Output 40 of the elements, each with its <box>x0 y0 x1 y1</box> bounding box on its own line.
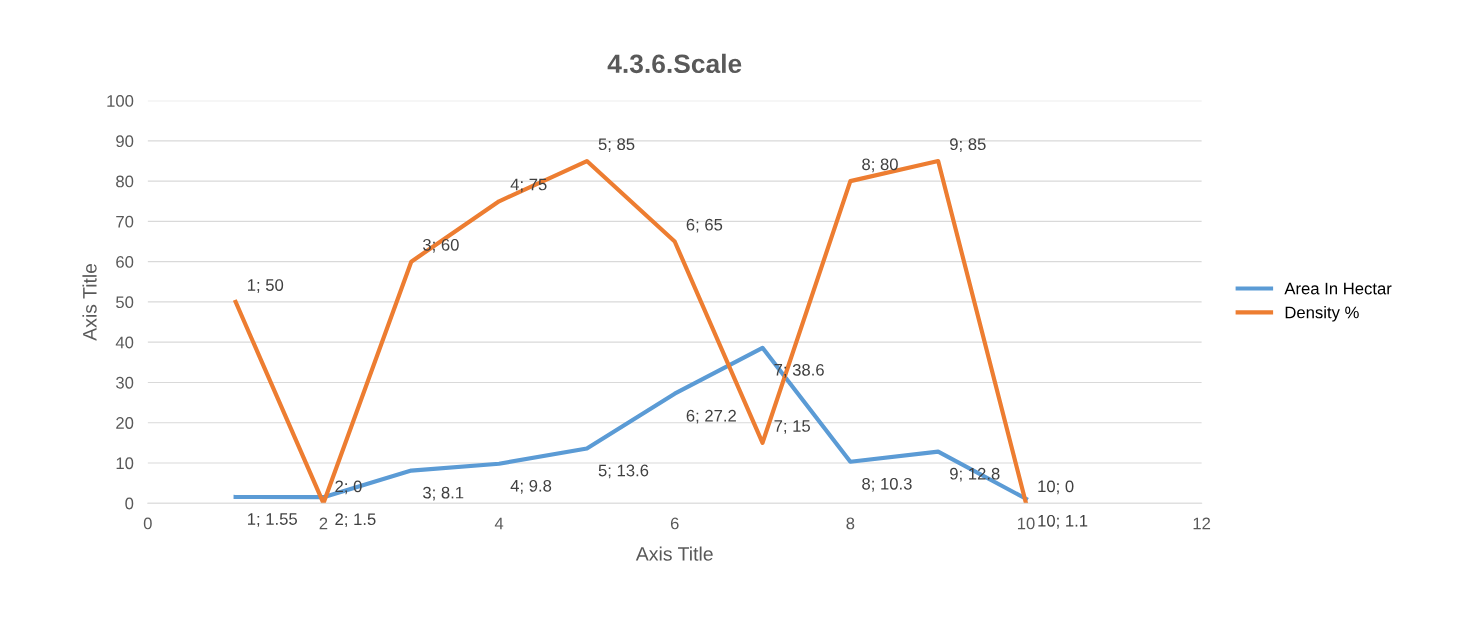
y-tick-label: 70 <box>116 215 134 228</box>
line-series <box>233 158 1029 504</box>
x-tick-label: 10 <box>1017 517 1035 530</box>
line-series <box>233 345 1029 501</box>
x-tick-label: 8 <box>846 517 855 530</box>
y-tick-label: 100 <box>107 95 134 107</box>
data-label: 9; 85 <box>950 138 986 153</box>
data-label: 3; 8.1 <box>423 486 464 501</box>
y-tick-label: 0 <box>125 497 134 510</box>
legend-label: Area In Hectar <box>1284 282 1392 295</box>
x-tick-label: 12 <box>1193 517 1211 530</box>
legend-label: Density % <box>1285 306 1359 322</box>
data-label: 6; 27.2 <box>686 409 736 424</box>
data-label: 7; 15 <box>774 420 811 434</box>
data-label: 6; 65 <box>686 218 723 233</box>
y-tick-label: 80 <box>116 175 134 188</box>
x-axis-title: Axis Title <box>635 546 713 561</box>
x-tick-label: 0 <box>143 517 152 530</box>
x-tick-label: 6 <box>670 517 679 530</box>
data-label: 2; 1.5 <box>335 513 376 528</box>
data-label: 4; 9.8 <box>510 479 552 494</box>
data-label: 5; 85 <box>598 138 635 153</box>
data-label: 1; 50 <box>248 279 284 293</box>
y-axis-title: Axis Title <box>82 263 97 341</box>
x-tick-label: 4 <box>494 517 504 530</box>
y-tick-label: 60 <box>116 256 134 268</box>
y-tick-label: 30 <box>116 376 134 389</box>
y-tick-label: 90 <box>116 135 134 148</box>
data-label: 8; 80 <box>862 158 898 173</box>
data-label: 8; 10.3 <box>862 477 912 492</box>
y-tick-label: 20 <box>116 417 134 429</box>
y-tick-label: 10 <box>116 457 134 470</box>
data-label: 10; 1.1 <box>1038 514 1088 529</box>
x-tick-label: 2 <box>319 517 328 530</box>
data-label: 5; 13.6 <box>598 464 649 479</box>
chart-title: 4.3.6.Scale <box>607 53 742 74</box>
y-tick-label: 50 <box>116 296 134 309</box>
data-label: 1; 1.55 <box>248 513 297 527</box>
y-tick-label: 40 <box>115 336 134 349</box>
data-label: 10; 0 <box>1038 480 1074 495</box>
